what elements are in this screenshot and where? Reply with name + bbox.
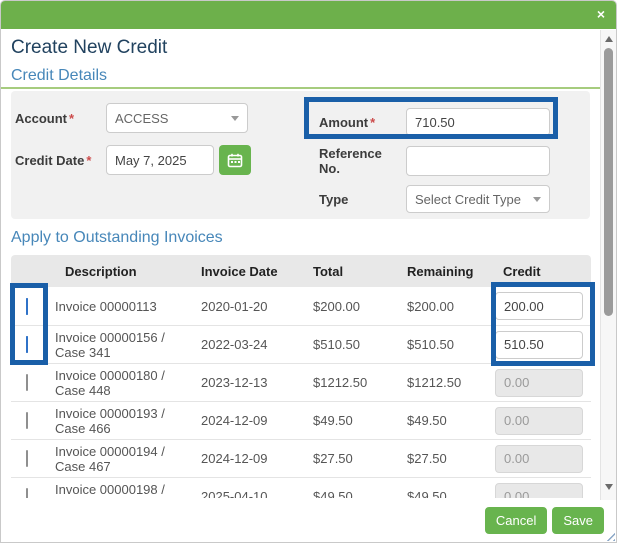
dialog-content: Create New Credit Credit Details Account… bbox=[1, 29, 616, 501]
header-remaining: Remaining bbox=[407, 263, 474, 279]
invoice-table-header: Description Invoice Date Total Remaining… bbox=[11, 255, 591, 287]
row-total: $49.50 bbox=[313, 413, 353, 428]
row-checkbox[interactable] bbox=[26, 488, 28, 498]
account-field-group: Account * ACCESS bbox=[15, 103, 248, 133]
scroll-down-icon[interactable] bbox=[605, 484, 613, 490]
credit-date-field-group: Credit Date * bbox=[15, 145, 251, 175]
row-total: $1212.50 bbox=[313, 375, 368, 390]
chevron-down-icon bbox=[533, 196, 541, 202]
row-invoice-date: 2022-03-24 bbox=[201, 337, 268, 352]
row-checkbox[interactable] bbox=[26, 412, 28, 429]
row-description: Invoice 00000113 bbox=[55, 298, 157, 314]
table-row: Invoice 00000113 2020-01-20 $200.00 $200… bbox=[11, 287, 591, 325]
required-marker: * bbox=[86, 152, 92, 168]
reference-label: Reference No. bbox=[319, 146, 382, 176]
table-row: Invoice 00000180 / Case 448 2023-12-13 $… bbox=[11, 363, 591, 401]
row-invoice-date: 2024-12-09 bbox=[201, 451, 268, 466]
row-credit-input[interactable] bbox=[495, 444, 583, 473]
row-description: Invoice 00000194 / Case 467 bbox=[55, 443, 165, 474]
type-label: Type bbox=[319, 191, 349, 207]
row-description: Invoice 00000193 / Case 466 bbox=[55, 405, 165, 436]
chevron-down-icon bbox=[231, 115, 239, 121]
credit-date-label: Credit Date * bbox=[15, 152, 92, 168]
row-invoice-date: 2025-04-10 bbox=[201, 489, 268, 498]
row-total: $200.00 bbox=[313, 298, 360, 314]
row-credit-input[interactable] bbox=[495, 330, 583, 359]
row-remaining: $27.50 bbox=[407, 451, 447, 466]
close-icon[interactable]: × bbox=[596, 6, 605, 22]
table-row: Invoice 00000198 / Case 470 2025-04-10 $… bbox=[11, 477, 591, 498]
row-remaining: $1212.50 bbox=[407, 375, 462, 390]
reference-input[interactable] bbox=[406, 146, 550, 176]
row-invoice-date: 2020-01-20 bbox=[201, 298, 268, 314]
reference-field-group: Reference No. bbox=[319, 146, 550, 176]
row-description: Invoice 00000198 / Case 470 bbox=[55, 481, 165, 499]
table-row: Invoice 00000156 / Case 341 2022-03-24 $… bbox=[11, 325, 591, 363]
row-remaining: $200.00 bbox=[407, 298, 454, 314]
section-credit-details: Credit Details bbox=[11, 67, 108, 84]
cancel-button[interactable]: Cancel bbox=[484, 507, 548, 534]
row-credit-input[interactable] bbox=[495, 368, 583, 397]
scrollbar-thumb[interactable] bbox=[604, 48, 613, 316]
row-total: $27.50 bbox=[313, 451, 353, 466]
row-checkbox[interactable] bbox=[26, 374, 28, 391]
header-description: Description bbox=[65, 263, 137, 279]
account-select-value: ACCESS bbox=[115, 110, 169, 126]
amount-input[interactable] bbox=[406, 108, 550, 136]
section-divider bbox=[1, 87, 616, 89]
dialog-titlebar: × bbox=[1, 1, 616, 29]
row-total: $49.50 bbox=[313, 489, 353, 498]
page-title: Create New Credit bbox=[11, 37, 168, 58]
calendar-icon bbox=[227, 153, 243, 167]
account-label: Account * bbox=[15, 110, 75, 126]
row-description: Invoice 00000156 / Case 341 bbox=[55, 329, 165, 360]
calendar-button[interactable] bbox=[219, 145, 251, 175]
row-checkbox[interactable] bbox=[26, 450, 28, 467]
required-marker: * bbox=[370, 114, 376, 130]
row-credit-input[interactable] bbox=[495, 292, 583, 320]
credit-date-input[interactable] bbox=[106, 145, 214, 175]
row-checkbox[interactable] bbox=[26, 336, 28, 353]
section-apply-invoices: Apply to Outstanding Invoices bbox=[11, 229, 223, 246]
row-credit-input[interactable] bbox=[495, 482, 583, 498]
vertical-scrollbar bbox=[600, 30, 616, 500]
row-remaining: $49.50 bbox=[407, 489, 447, 498]
table-row: Invoice 00000194 / Case 467 2024-12-09 $… bbox=[11, 439, 591, 477]
dialog-buttonpane: Cancel Save bbox=[1, 499, 616, 542]
account-select[interactable]: ACCESS bbox=[106, 103, 248, 133]
save-button[interactable]: Save bbox=[552, 507, 604, 534]
invoice-table-body: Invoice 00000113 2020-01-20 $200.00 $200… bbox=[11, 287, 591, 498]
table-row: Invoice 00000193 / Case 466 2024-12-09 $… bbox=[11, 401, 591, 439]
credit-type-select-value: Select Credit Type bbox=[415, 191, 521, 207]
type-field-group: Type Select Credit Type bbox=[319, 185, 550, 213]
header-total: Total bbox=[313, 263, 344, 279]
row-remaining: $49.50 bbox=[407, 413, 447, 428]
header-credit: Credit bbox=[503, 263, 541, 279]
required-marker: * bbox=[69, 110, 75, 126]
credit-details-panel: Account * ACCESS Credit Date * bbox=[11, 91, 590, 219]
row-description: Invoice 00000180 / Case 448 bbox=[55, 367, 165, 398]
row-remaining: $510.50 bbox=[407, 337, 454, 352]
invoice-table: Description Invoice Date Total Remaining… bbox=[11, 255, 591, 498]
scroll-up-icon[interactable] bbox=[605, 36, 613, 42]
row-invoice-date: 2023-12-13 bbox=[201, 375, 268, 390]
amount-field-group: Amount * bbox=[319, 108, 550, 136]
row-credit-input[interactable] bbox=[495, 406, 583, 435]
row-checkbox[interactable] bbox=[26, 297, 28, 315]
credit-type-select[interactable]: Select Credit Type bbox=[406, 185, 550, 213]
header-invoice-date: Invoice Date bbox=[201, 263, 278, 279]
row-invoice-date: 2024-12-09 bbox=[201, 413, 268, 428]
row-total: $510.50 bbox=[313, 337, 360, 352]
amount-label: Amount * bbox=[319, 114, 376, 130]
